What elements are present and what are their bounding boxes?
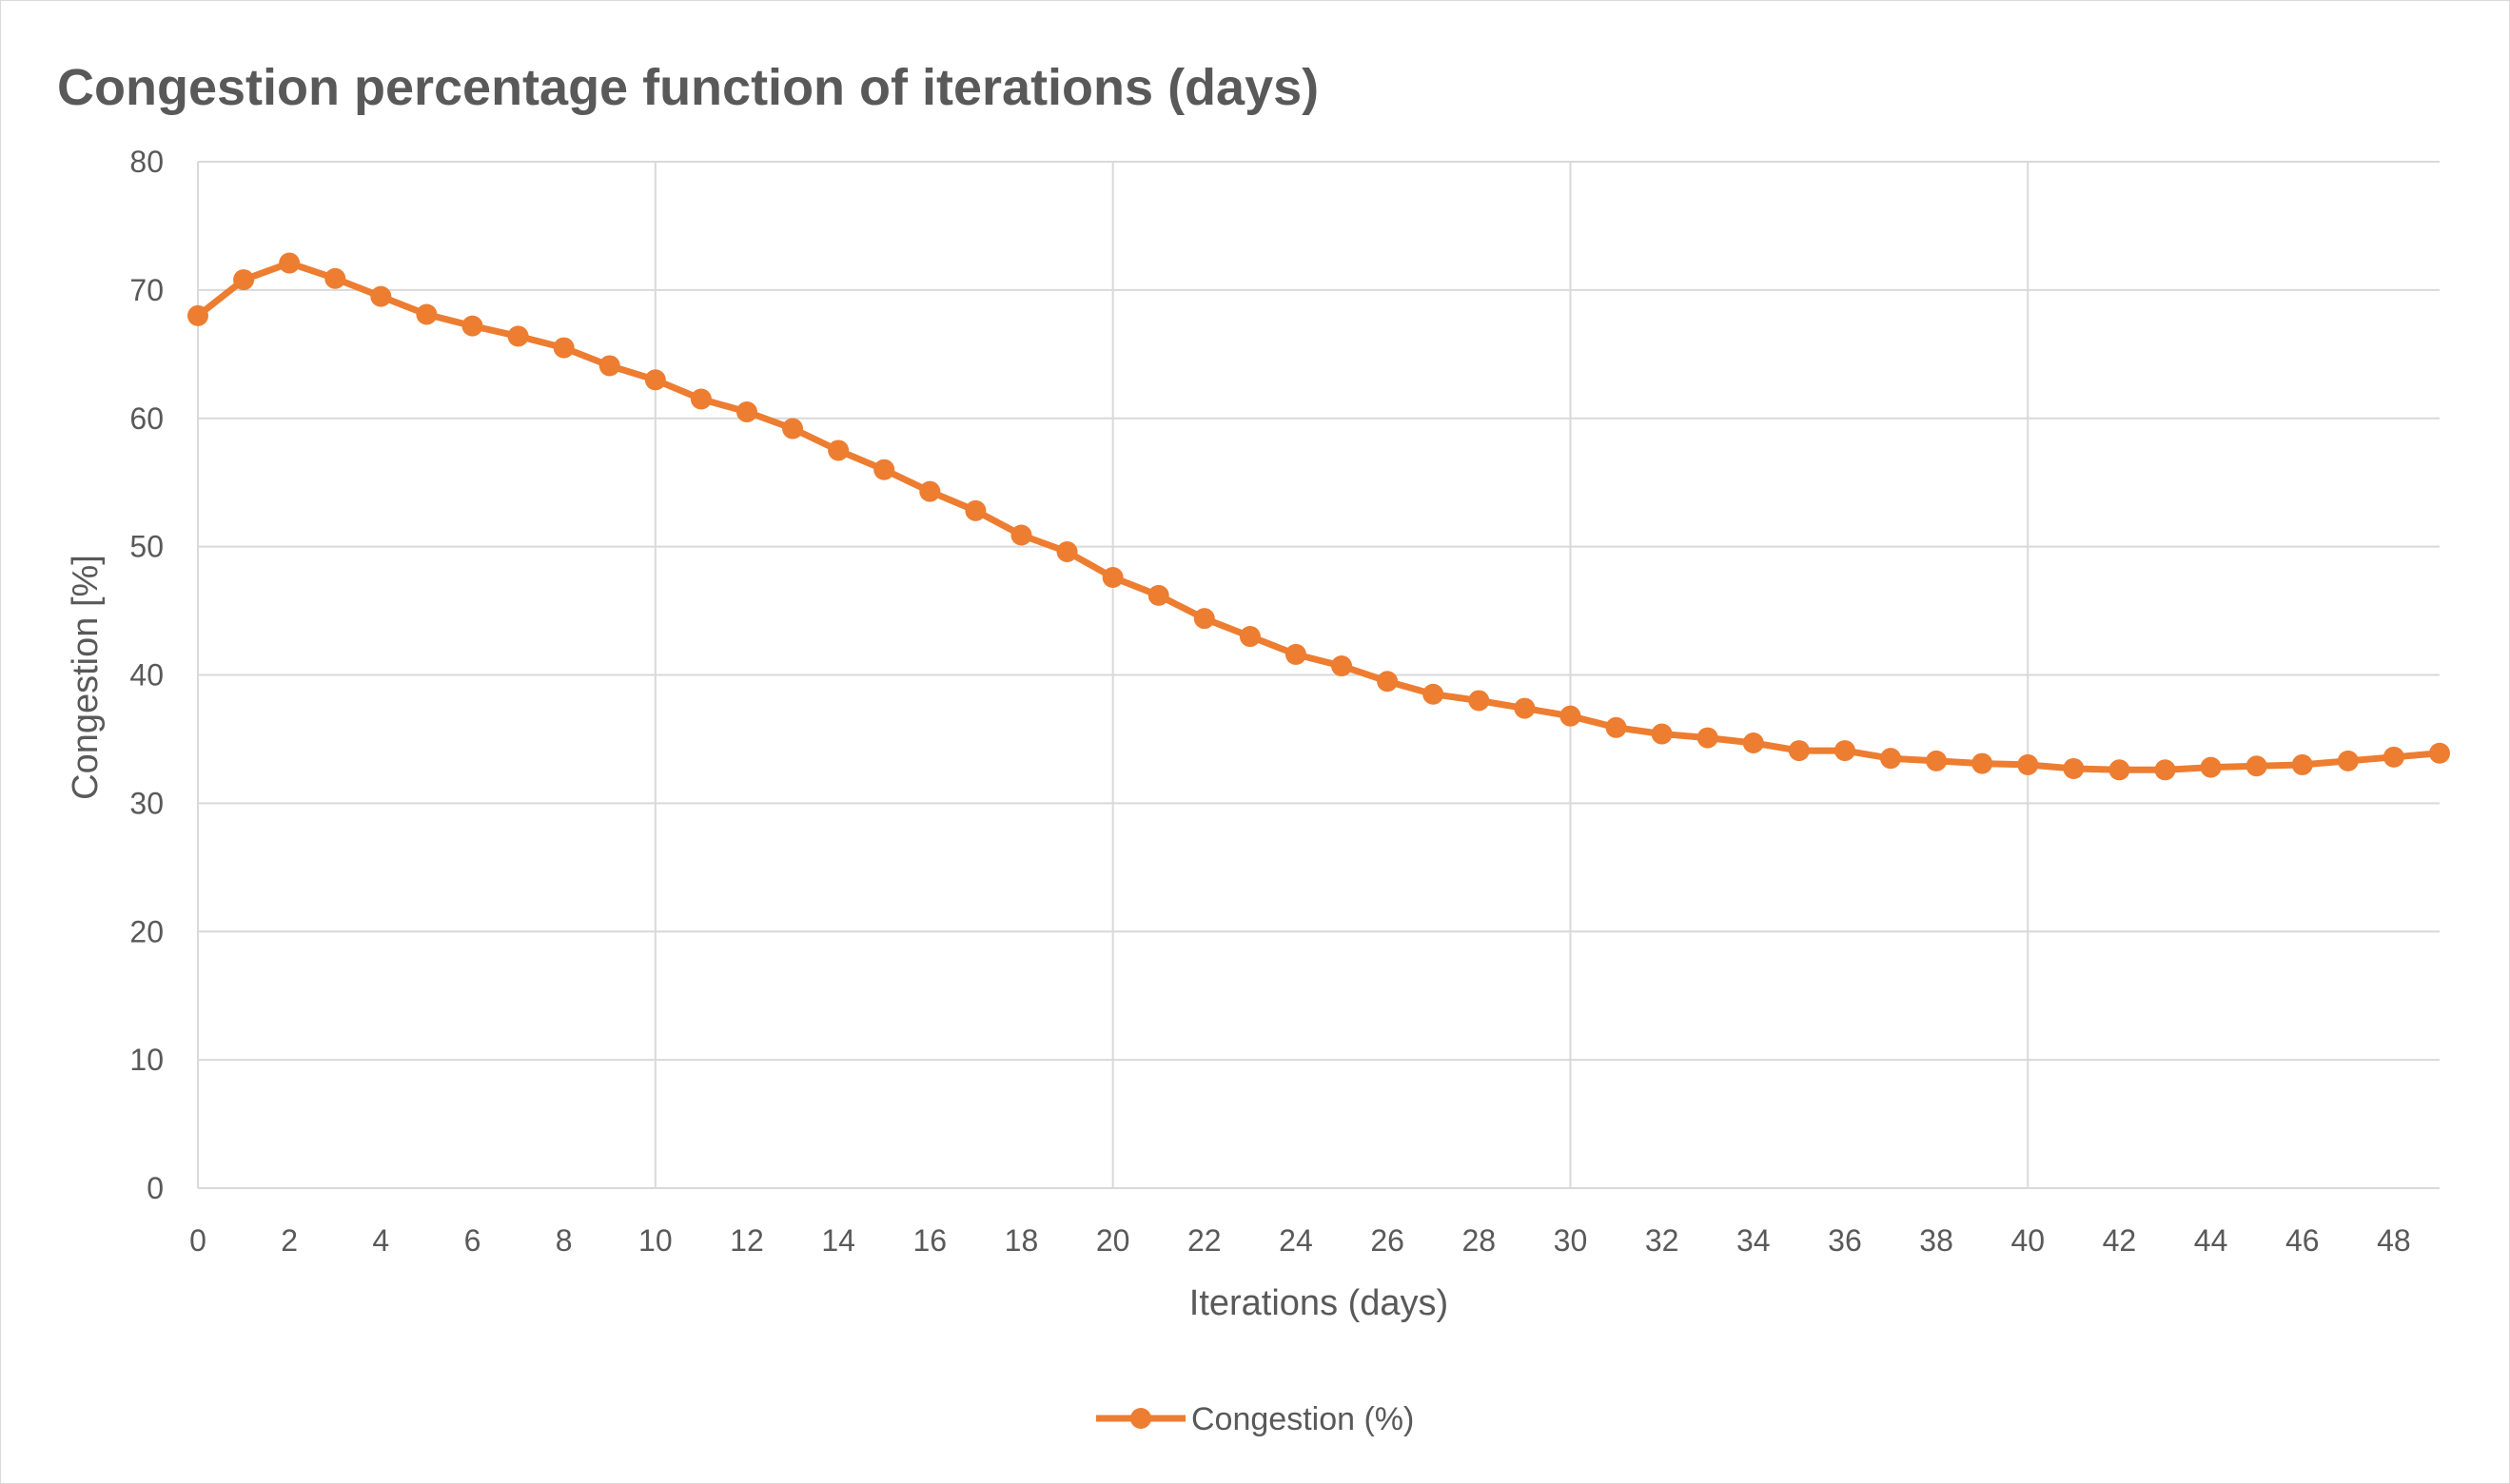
x-tick-label: 8 [556, 1223, 573, 1258]
data-point [1651, 723, 1673, 745]
y-tick-label: 20 [129, 914, 164, 948]
y-tick-label: 0 [147, 1171, 164, 1205]
data-point [553, 337, 575, 359]
x-tick-label: 6 [464, 1223, 481, 1258]
data-point [919, 480, 941, 502]
x-tick-label: 4 [372, 1223, 389, 1258]
data-point [1468, 690, 1490, 712]
data-point [1833, 740, 1855, 762]
x-tick-label: 22 [1187, 1223, 1222, 1258]
x-tick-label: 28 [1461, 1223, 1496, 1258]
x-tick-label: 36 [1828, 1223, 1862, 1258]
x-tick-label: 46 [2285, 1223, 2320, 1258]
data-point [2383, 746, 2404, 768]
x-axis-label: Iterations (days) [1189, 1283, 1448, 1323]
data-point [416, 303, 438, 325]
data-point [1331, 655, 1353, 677]
x-tick-label: 26 [1370, 1223, 1404, 1258]
x-tick-label: 10 [638, 1223, 673, 1258]
data-point [2017, 753, 2039, 775]
series-line [195, 260, 2441, 773]
data-point [828, 439, 850, 461]
data-point [782, 418, 804, 439]
data-point [2154, 759, 2176, 781]
data-point [2200, 756, 2222, 778]
data-point [1284, 643, 1306, 665]
data-point [1696, 727, 1718, 749]
chart-title: Congestion percentage function of iterat… [57, 59, 1319, 116]
y-tick-label: 80 [129, 145, 164, 179]
legend-label: Congestion (%) [1191, 1401, 1414, 1437]
data-point [1880, 748, 1902, 770]
y-tick-label: 10 [129, 1043, 164, 1077]
y-tick-label: 50 [129, 530, 164, 564]
data-point [1559, 705, 1581, 727]
data-point [1102, 566, 1124, 588]
x-tick-label: 40 [2010, 1223, 2045, 1258]
data-point [598, 355, 620, 377]
axes [197, 162, 2440, 1189]
data-point [1239, 626, 1261, 648]
data-point [507, 325, 529, 347]
x-tick-label: 16 [913, 1223, 948, 1258]
x-tick-label: 2 [281, 1223, 298, 1258]
x-tick-label: 48 [2377, 1223, 2411, 1258]
x-tick-label: 30 [1554, 1223, 1588, 1258]
data-point [1926, 750, 1948, 771]
x-tick-label: 18 [1005, 1223, 1039, 1258]
x-tick-label: 44 [2194, 1223, 2228, 1258]
data-point [1605, 716, 1627, 738]
x-tick-label: 0 [189, 1223, 206, 1258]
y-tick-label: 40 [129, 658, 164, 693]
x-tick-label: 42 [2103, 1223, 2137, 1258]
data-point [1422, 683, 1444, 705]
x-tick-label: 14 [821, 1223, 855, 1258]
x-tick-labels: 0 2 4 6 8 10 12 14 16 18 20 22 24 26 28 30 32 34 36 38 40 42 4… [189, 1223, 2411, 1258]
series-congestion [187, 252, 2450, 781]
x-tick-label: 38 [1919, 1223, 1953, 1258]
data-point [370, 285, 392, 307]
data-point [644, 369, 666, 391]
y-tick-labels: 0 10 20 30 40 50 60 70 80 [129, 145, 164, 1205]
y-tick-label: 60 [129, 401, 164, 436]
data-point [735, 401, 757, 423]
data-point [2429, 742, 2450, 764]
data-point [1147, 584, 1169, 606]
data-point [873, 459, 895, 480]
data-point [233, 269, 255, 291]
data-point [2245, 755, 2267, 777]
data-point [1971, 752, 1993, 774]
data-point [1010, 524, 1032, 546]
data-point [2337, 750, 2359, 771]
data-point [1056, 541, 1078, 563]
data-point [1377, 671, 1399, 693]
y-axis-label: Congestion [%] [66, 555, 106, 800]
data-point [2291, 753, 2313, 775]
data-point [1193, 608, 1215, 630]
x-tick-label: 32 [1645, 1223, 1679, 1258]
gridlines [198, 161, 2440, 1188]
y-tick-label: 30 [129, 786, 164, 820]
data-point [2108, 759, 2130, 781]
x-tick-label: 20 [1096, 1223, 1130, 1258]
legend-marker [1130, 1408, 1151, 1429]
x-tick-label: 24 [1279, 1223, 1313, 1258]
data-point [965, 499, 987, 521]
data-point [2063, 757, 2085, 779]
data-point [324, 267, 346, 289]
y-tick-label: 70 [129, 273, 164, 307]
x-tick-label: 34 [1736, 1223, 1771, 1258]
data-point [1742, 732, 1764, 753]
data-point [1514, 697, 1536, 719]
data-point [690, 388, 712, 410]
x-tick-label: 12 [730, 1223, 764, 1258]
legend: Congestion (%) [1096, 1401, 1414, 1437]
data-point [461, 315, 483, 337]
data-point [187, 304, 208, 326]
data-point [1788, 740, 1810, 762]
data-point [279, 252, 301, 274]
